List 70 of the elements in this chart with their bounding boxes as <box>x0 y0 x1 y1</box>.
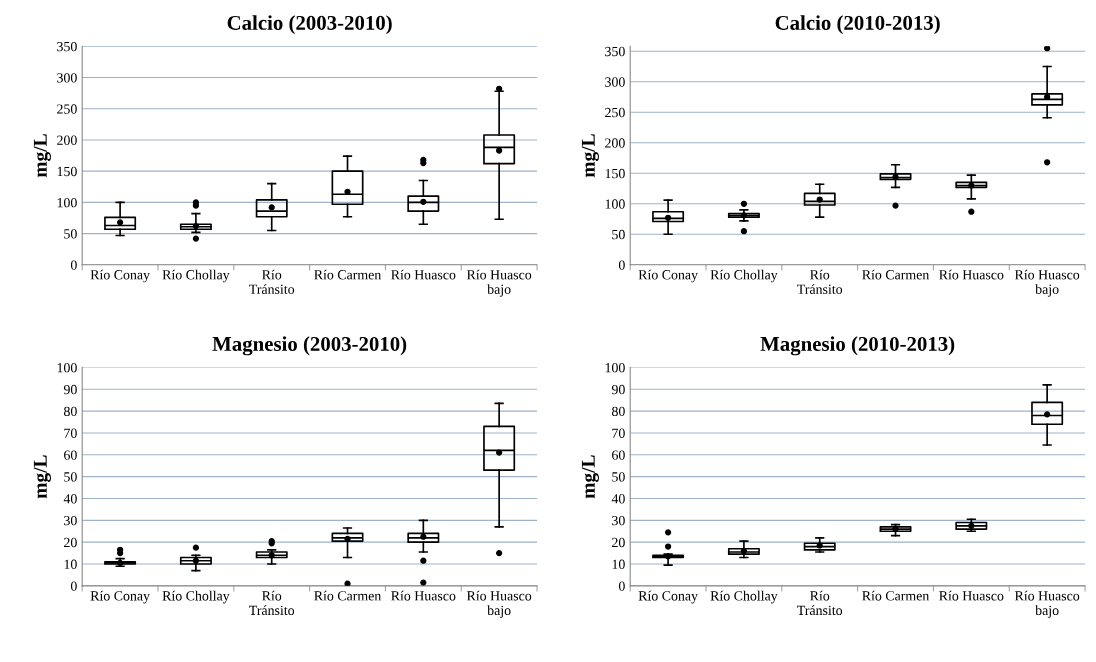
y-tick-label: 150 <box>57 166 77 177</box>
x-tick-label: Río Carmen <box>314 269 382 280</box>
y-tick-label: 0 <box>70 260 77 270</box>
y-tick-label: 90 <box>63 384 77 395</box>
y-tick-label: 10 <box>612 559 625 569</box>
x-tick-label: Río Chollay <box>710 269 778 283</box>
y-tick-label: 20 <box>612 537 625 548</box>
y-tick-label: 350 <box>57 41 77 52</box>
y-tick-label: 300 <box>605 77 625 87</box>
y-tick-label: 100 <box>605 199 625 209</box>
y-tick-label: 40 <box>63 494 77 504</box>
y-tick-label: 60 <box>612 450 625 460</box>
y-tick-label: 70 <box>64 428 77 438</box>
y-tick-label: 50 <box>612 472 625 482</box>
x-tick-label: Río Conay <box>90 590 150 604</box>
x-tick-label: Río Carmen <box>862 269 930 280</box>
x-tick-label: Río Tránsito <box>249 269 295 294</box>
y-tick-label: 90 <box>611 384 625 395</box>
chart-title: Calcio (2010-2013) <box>775 15 940 35</box>
x-tick-label: Río Huasco bajo <box>1014 590 1080 618</box>
y-tick-label: 350 <box>605 46 625 57</box>
x-tick-label: Río Huasco <box>939 269 1004 280</box>
x-tick-label: Río Huasco bajo <box>466 590 532 618</box>
chart-title: Calcio (2003-2010) <box>227 15 392 35</box>
x-tick-label: Río Chollay <box>162 269 230 283</box>
y-tick-label: 80 <box>611 406 625 417</box>
x-tick-label: Río Chollay <box>710 590 778 604</box>
x-tick-label: Río Tránsito <box>797 269 843 294</box>
y-tick-label: 60 <box>64 450 77 460</box>
x-tick-label: Río Conay <box>90 269 150 283</box>
y-tick-label: 100 <box>57 362 77 373</box>
y-tick-label: 80 <box>63 406 77 417</box>
y-tick-label: 10 <box>64 559 77 569</box>
y-tick-label: 70 <box>612 428 625 438</box>
x-tick-label: Río Tránsito <box>249 590 295 616</box>
x-tick-label: Río Huasco bajo <box>1014 269 1080 297</box>
y-axis-title: mg/L <box>33 455 51 499</box>
y-tick-label: 100 <box>57 197 77 208</box>
y-tick-label: 150 <box>605 168 625 179</box>
y-tick-label: 30 <box>64 515 77 526</box>
x-tick-label: Río Huasco bajo <box>466 269 532 297</box>
y-tick-label: 30 <box>612 515 625 526</box>
y-tick-label: 300 <box>57 73 77 83</box>
x-tick-label: Río Tránsito <box>797 590 843 616</box>
x-tick-label: Río Huasco <box>391 590 456 601</box>
y-tick-label: 0 <box>618 260 625 270</box>
y-tick-label: 250 <box>57 104 77 114</box>
y-tick-label: 20 <box>64 537 77 548</box>
y-tick-label: 50 <box>64 472 77 482</box>
x-tick-label: Río Carmen <box>314 590 382 601</box>
x-tick-label: Río Huasco <box>391 269 456 280</box>
y-tick-label: 100 <box>605 362 625 373</box>
x-tick-label: Río Conay <box>638 590 698 604</box>
x-tick-label: Río Conay <box>638 269 698 283</box>
chart-title: Magnesio (2003-2010) <box>212 336 407 356</box>
y-axis-title: mg/L <box>33 134 51 178</box>
y-tick-label: 200 <box>57 135 77 145</box>
y-tick-label: 40 <box>611 494 625 504</box>
y-axis-title: mg/L <box>581 455 599 499</box>
x-tick-label: Río Chollay <box>162 590 230 604</box>
chart-title: Magnesio (2010-2013) <box>760 336 955 356</box>
y-tick-label: 250 <box>605 107 625 118</box>
y-tick-label: 50 <box>64 229 77 239</box>
y-axis-title: mg/L <box>581 134 599 178</box>
y-tick-label: 0 <box>70 581 77 591</box>
y-tick-label: 50 <box>612 229 625 240</box>
x-tick-label: Río Huasco <box>939 590 1004 601</box>
x-tick-label: Río Carmen <box>862 590 930 601</box>
y-tick-label: 0 <box>618 581 625 591</box>
y-tick-label: 200 <box>605 138 625 148</box>
